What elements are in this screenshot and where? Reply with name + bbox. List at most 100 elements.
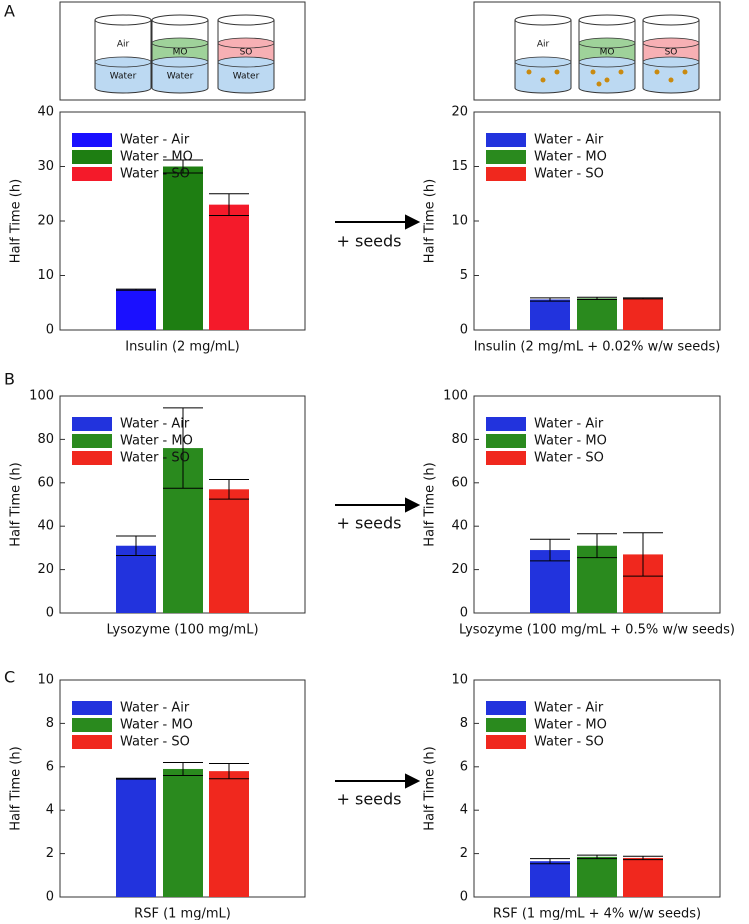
bar	[163, 166, 203, 330]
y-tick-label: 0	[46, 323, 54, 338]
y-tick-label: 2	[460, 846, 468, 861]
bar	[163, 768, 203, 897]
legend-label: Water - Air	[120, 133, 190, 148]
error-bar	[209, 763, 249, 780]
y-tick-label: 100	[443, 389, 468, 404]
beaker-rim	[151, 14, 209, 26]
error-bar	[163, 761, 203, 776]
beaker-label: Water	[233, 72, 260, 82]
legend-label: Water - SO	[534, 735, 604, 750]
error-bar	[116, 535, 156, 556]
panel-label: C	[4, 668, 15, 687]
error-bar	[577, 533, 617, 559]
schematic-frame	[473, 1, 721, 101]
legend-swatch	[486, 150, 526, 164]
legend-swatch	[72, 718, 112, 732]
beaker-rim	[217, 14, 275, 26]
water-surface	[578, 56, 636, 68]
legend-swatch	[486, 451, 526, 465]
seed	[554, 69, 560, 75]
oil-surface	[578, 37, 636, 49]
bar	[530, 299, 570, 330]
beaker-rim	[578, 14, 636, 26]
legend-label: Water - Air	[534, 133, 604, 148]
beaker-label: SO	[240, 48, 253, 58]
seed	[682, 69, 688, 75]
water-layer	[95, 62, 151, 93]
seed	[590, 69, 596, 75]
arrow	[335, 214, 421, 789]
bar	[116, 289, 156, 330]
beaker	[217, 20, 275, 94]
y-axis-label: Half Time (h)	[9, 746, 24, 830]
error-bar	[623, 532, 663, 577]
y-axis-label: Half Time (h)	[423, 462, 438, 546]
y-tick-label: 2	[46, 846, 54, 861]
bar	[623, 298, 663, 330]
y-axis-label: Half Time (h)	[423, 179, 438, 263]
seed	[540, 77, 546, 83]
error-bar	[530, 858, 570, 865]
oil-surface	[642, 37, 700, 49]
error-bar	[209, 479, 249, 500]
beaker-label: SO	[665, 48, 678, 58]
y-tick-label: 0	[46, 606, 54, 621]
oil-surface	[217, 37, 275, 49]
y-tick-label: 30	[37, 159, 54, 174]
beaker-label: Water	[110, 72, 137, 82]
y-tick-label: 40	[37, 105, 54, 120]
y-tick-label: 80	[451, 432, 468, 447]
legend-label: Water - SO	[534, 167, 604, 182]
error-bar	[623, 855, 663, 861]
legend-swatch	[72, 417, 112, 431]
error-bar	[577, 854, 617, 860]
legend-label: Water - MO	[534, 150, 607, 165]
error-bar	[163, 159, 203, 174]
arrow-label: + seeds	[336, 790, 401, 809]
water-layer	[218, 62, 274, 93]
legend-swatch	[72, 701, 112, 715]
error-bar	[530, 538, 570, 562]
legend-swatch	[486, 434, 526, 448]
legend-swatch	[72, 150, 112, 164]
beaker-label: Air	[537, 40, 550, 50]
beaker-label: MO	[600, 48, 615, 58]
legend-label: Water - Air	[534, 701, 604, 716]
oil-surface	[151, 37, 209, 49]
y-tick-label: 0	[460, 606, 468, 621]
y-tick-label: 8	[46, 716, 54, 731]
error-bar	[116, 288, 156, 291]
beaker	[642, 20, 700, 94]
legend-swatch	[486, 167, 526, 181]
y-tick-label: 100	[29, 389, 54, 404]
seed	[604, 77, 610, 83]
y-tick-label: 20	[37, 562, 54, 577]
schematic-frame	[59, 1, 306, 101]
beaker-rim	[514, 14, 572, 26]
legend-label: Water - MO	[534, 718, 607, 733]
beaker-label: Air	[117, 40, 130, 50]
y-tick-label: 20	[451, 105, 468, 120]
water-layer	[152, 62, 208, 93]
y-axis-label: Half Time (h)	[9, 179, 24, 263]
y-tick-label: 4	[460, 803, 468, 818]
water-surface	[94, 56, 152, 68]
y-tick-label: 80	[37, 432, 54, 447]
beaker-label: MO	[173, 48, 188, 58]
legend-label: Water - MO	[120, 718, 193, 733]
bar	[116, 778, 156, 897]
y-tick-label: 15	[451, 159, 468, 174]
legend-label: Water - Air	[534, 417, 604, 432]
water-surface	[151, 56, 209, 68]
bar	[623, 857, 663, 897]
y-tick-label: 10	[451, 214, 468, 229]
y-tick-label: 10	[37, 673, 54, 688]
beaker-rim	[642, 14, 700, 26]
legend-label: Water - MO	[534, 434, 607, 449]
arrow-label: + seeds	[336, 514, 401, 533]
legend-swatch	[486, 735, 526, 749]
beaker-rim	[94, 14, 152, 26]
beaker	[94, 20, 152, 94]
error-bar	[530, 297, 570, 302]
